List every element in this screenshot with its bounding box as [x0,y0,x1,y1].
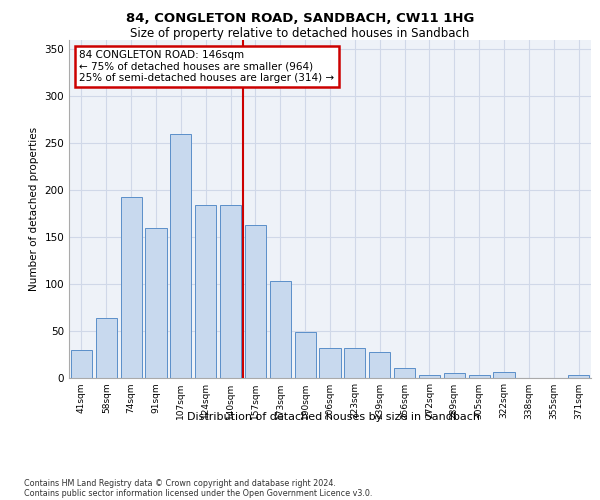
Bar [170,134,191,378]
Text: Size of property relative to detached houses in Sandbach: Size of property relative to detached ho… [130,28,470,40]
Bar [319,348,341,378]
Bar [195,205,216,378]
Bar [369,352,390,378]
Bar [270,281,291,378]
Bar [245,224,266,378]
Bar [145,228,167,378]
Y-axis label: Number of detached properties: Number of detached properties [29,126,39,291]
Bar [220,205,241,378]
Bar [493,372,515,378]
Text: Distribution of detached houses by size in Sandbach: Distribution of detached houses by size … [187,412,479,422]
Bar [295,332,316,378]
Text: Contains public sector information licensed under the Open Government Licence v3: Contains public sector information licen… [24,488,373,498]
Bar [96,318,117,378]
Bar [469,374,490,378]
Text: 84, CONGLETON ROAD, SANDBACH, CW11 1HG: 84, CONGLETON ROAD, SANDBACH, CW11 1HG [126,12,474,26]
Text: 84 CONGLETON ROAD: 146sqm
← 75% of detached houses are smaller (964)
25% of semi: 84 CONGLETON ROAD: 146sqm ← 75% of detac… [79,50,335,84]
Bar [419,374,440,378]
Bar [568,374,589,378]
Bar [394,368,415,378]
Bar [71,350,92,378]
Bar [344,348,365,378]
Bar [121,196,142,378]
Bar [444,373,465,378]
Text: Contains HM Land Registry data © Crown copyright and database right 2024.: Contains HM Land Registry data © Crown c… [24,478,336,488]
